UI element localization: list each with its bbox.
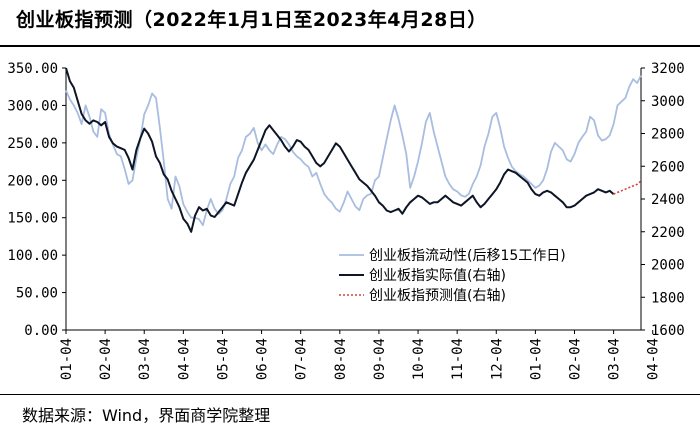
legend-label-0: 创业板指流动性(后移15工作日): [369, 248, 566, 264]
x-tick-label: 10-04: [411, 338, 427, 380]
x-axis-ticks: 01-04 02-04 03-04 04-04 05-04 06-04 07-04 08-04…: [59, 330, 662, 380]
right-tick-label: 3200: [651, 61, 685, 77]
x-tick-label: 07-04: [294, 338, 310, 380]
left-tick-label: 350.00: [7, 61, 58, 77]
right-tick-label: 2400: [651, 192, 685, 208]
x-tick-label: 03-04: [137, 338, 153, 380]
right-tick-label: 2000: [651, 258, 685, 274]
x-tick-label: 01-04: [59, 338, 75, 380]
chart-canvas: 0.00 50.00 100.00 150.00 200.00 250.00 300.00 3…: [7, 61, 685, 380]
legend-label-2: 创业板指预测值(右轴): [369, 288, 506, 304]
x-tick-label: 06-04: [255, 338, 271, 380]
left-tick-label: 150.00: [7, 211, 58, 227]
left-tick-label: 200.00: [7, 173, 58, 189]
series-lines: [65, 67, 642, 233]
legend: 创业板指流动性(后移15工作日) 创业板指实际值(右轴) 创业板指预测值(右轴): [339, 248, 566, 304]
right-tick-label: 1800: [651, 290, 685, 306]
right-tick-label: 3000: [651, 94, 685, 110]
x-tick-label: 08-04: [333, 338, 349, 380]
series-line-2: [613, 180, 642, 195]
left-tick-label: 50.00: [16, 286, 58, 302]
x-tick-label: 04-04: [646, 338, 662, 380]
left-tick-label: 0.00: [24, 323, 58, 339]
footer-rule: [0, 394, 700, 395]
left-tick-label: 250.00: [7, 136, 58, 152]
x-tick-label: 05-04: [215, 338, 231, 380]
x-tick-label: 01-04: [528, 338, 544, 380]
left-tick-label: 300.00: [7, 98, 58, 114]
x-tick-label: 09-04: [372, 338, 388, 380]
legend-label-1: 创业板指实际值(右轴): [369, 268, 506, 284]
left-axis-ticks: 0.00 50.00 100.00 150.00 200.00 250.00 300.00 3…: [7, 61, 66, 339]
right-tick-label: 1600: [651, 323, 685, 339]
axes: [65, 68, 642, 331]
x-tick-label: 02-04: [98, 338, 114, 380]
right-tick-label: 2800: [651, 127, 685, 143]
right-tick-label: 2600: [651, 159, 685, 175]
source-note: 数据来源：Wind，界面商学院整理: [22, 406, 271, 425]
x-tick-label: 04-04: [176, 338, 192, 380]
title-rule: [0, 45, 700, 47]
series-line-0: [65, 75, 642, 227]
x-tick-label: 11-04: [450, 338, 466, 380]
x-tick-label: 02-04: [568, 338, 584, 380]
x-tick-label: 03-04: [607, 338, 623, 380]
series-line-1: [65, 67, 615, 233]
chart-title: 创业板指预测（2022年1月1日至2023年4月28日）: [16, 9, 487, 31]
left-tick-label: 100.00: [7, 248, 58, 264]
right-tick-label: 2200: [651, 225, 685, 241]
right-axis-ticks: 1600 1800 2000 2200 2400 2600 2800 3000 3200: [641, 61, 685, 339]
x-tick-label: 12-04: [489, 338, 505, 380]
